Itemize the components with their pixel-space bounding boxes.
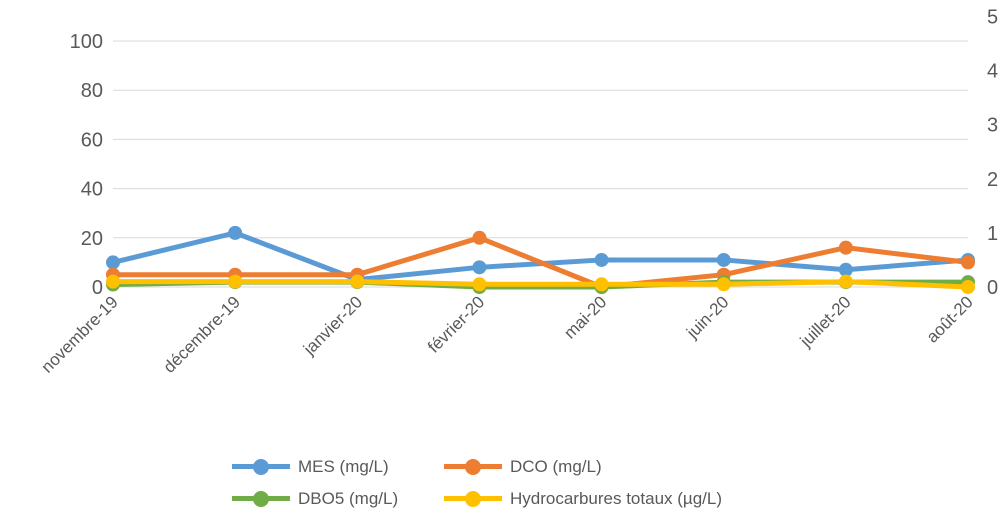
y-axis-left: 0 20 40 60 80 100 [70,31,103,299]
data-point-mes-mg-l [838,262,853,277]
legend-item-mes: MES (mg/L) [232,455,444,479]
y-left-tick-label: 20 [81,228,103,250]
y-left-tick-label: 40 [81,179,103,201]
data-point-hydrocarbures-totaux-g-l [716,277,731,292]
data-point-hydrocarbures-totaux-g-l [594,277,609,292]
y-left-tick-label: 60 [81,129,103,151]
x-tick-label: juin-20 [682,292,732,342]
y-right-tick-label: 1 [987,223,998,245]
data-point-mes-mg-l [472,260,487,275]
data-point-hydrocarbures-totaux-g-l [961,280,975,294]
data-point-mes-mg-l [228,225,243,240]
legend-item-dco: DCO (mg/L) [444,455,774,479]
legend-item-dbo5: DBO5 (mg/L) [232,487,444,511]
legend: MES (mg/L) DCO (mg/L) DBO5 (mg/L) Hydroc… [232,455,852,511]
x-axis: novembre-19 décembre-19 janvier-20 février-… [38,292,977,376]
legend-label-dbo5: DBO5 (mg/L) [298,489,399,508]
data-point-dco-mg-l [472,230,487,245]
y-right-tick-label: 3 [987,115,998,137]
y-right-tick-label: 0 [987,277,998,299]
y-right-tick-label: 5 [987,6,998,28]
data-point-hydrocarbures-totaux-g-l [228,274,243,289]
y-right-tick-label: 4 [987,61,998,83]
x-tick-label: août-20 [923,292,977,346]
legend-item-hydrocarbures: Hydrocarbures totaux (µg/L) [444,487,774,511]
y-right-tick-label: 2 [987,169,998,191]
legend-swatch-dco [444,455,502,479]
y-axis-right: 0 1 2 3 4 5 [987,6,998,299]
series-lines [106,225,975,294]
x-tick-label: juillet-20 [796,292,855,351]
gridlines [113,40,968,288]
data-point-dco-mg-l [838,240,853,255]
legend-label-mes: MES (mg/L) [298,457,389,476]
y-left-tick-label: 100 [70,31,103,53]
data-point-hydrocarbures-totaux-g-l [838,274,853,289]
legend-label-hydrocarbures: Hydrocarbures totaux (µg/L) [510,489,722,508]
x-tick-label: décembre-19 [160,292,244,376]
data-point-dco-mg-l [961,255,975,270]
legend-swatch-mes [232,455,290,479]
legend-label-dco: DCO (mg/L) [510,457,602,476]
x-tick-label: novembre-19 [38,292,122,376]
x-tick-label: février-20 [424,292,488,356]
data-point-hydrocarbures-totaux-g-l [106,274,120,289]
series-line-dco-mg-l [110,235,971,290]
series-line-hydrocarbures-totaux-g-l [110,279,971,290]
data-point-mes-mg-l [106,255,120,270]
legend-swatch-dbo5 [232,487,290,511]
data-point-hydrocarbures-totaux-g-l [350,274,365,289]
data-point-mes-mg-l [716,252,731,267]
x-tick-label: mai-20 [560,292,610,342]
data-point-mes-mg-l [594,252,609,267]
y-left-tick-label: 0 [92,277,103,299]
x-tick-label: janvier-20 [299,292,366,359]
y-left-tick-label: 80 [81,80,103,102]
series-hydrocarbures-totaux-g-l [106,274,975,294]
data-point-hydrocarbures-totaux-g-l [472,277,487,292]
legend-swatch-hydrocarbures [444,487,502,511]
